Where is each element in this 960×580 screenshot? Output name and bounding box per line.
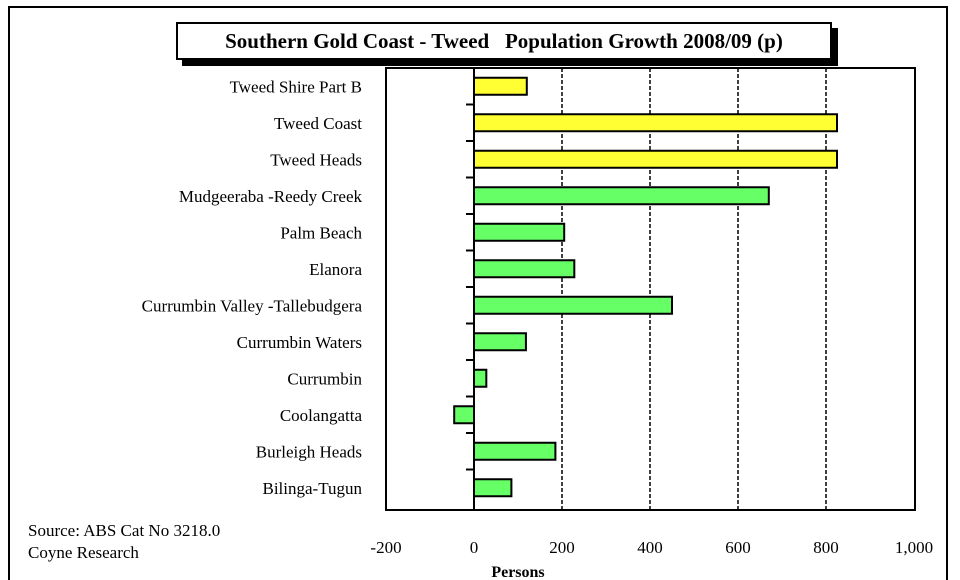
x-tick-label: 400 bbox=[637, 538, 663, 557]
category-label: Elanora bbox=[309, 260, 362, 279]
bars bbox=[453, 76, 838, 498]
bar bbox=[473, 76, 528, 96]
bar bbox=[473, 259, 576, 279]
x-tick-labels: -200 0 200 400 600 800 1,000 bbox=[370, 538, 933, 557]
bar bbox=[473, 368, 488, 388]
bar bbox=[473, 441, 557, 461]
category-label: Burleigh Heads bbox=[256, 442, 362, 461]
source-line: Source: ABS Cat No 3218.0 bbox=[28, 521, 221, 540]
category-label: Currumbin Waters bbox=[237, 333, 362, 352]
bar bbox=[473, 186, 770, 206]
category-label: Tweed Coast bbox=[274, 114, 362, 133]
x-tick-label: -200 bbox=[370, 538, 401, 557]
x-tick-label: 1,000 bbox=[895, 538, 933, 557]
grid-lines bbox=[561, 68, 827, 510]
plot-area bbox=[385, 67, 916, 511]
category-label: Bilinga-Tugun bbox=[262, 479, 362, 498]
bar bbox=[473, 295, 673, 315]
source-note: Source: ABS Cat No 3218.0 Coyne Research bbox=[28, 520, 220, 564]
zero-axis bbox=[466, 68, 475, 510]
x-tick-label: 200 bbox=[549, 538, 575, 557]
x-tick-label: 800 bbox=[813, 538, 839, 557]
credit-line: Coyne Research bbox=[28, 543, 139, 562]
category-label: Tweed Shire Part B bbox=[230, 77, 362, 96]
category-label: Mudgeeraba -Reedy Creek bbox=[179, 187, 363, 206]
category-label: Coolangatta bbox=[280, 406, 363, 425]
bar bbox=[453, 405, 476, 425]
bar bbox=[473, 332, 527, 352]
chart-title: Southern Gold Coast - Tweed Population G… bbox=[176, 22, 832, 60]
bar bbox=[473, 478, 513, 498]
bar bbox=[473, 149, 838, 169]
bar bbox=[473, 222, 566, 242]
x-tick-label: 0 bbox=[470, 538, 479, 557]
category-label: Palm Beach bbox=[280, 223, 362, 242]
category-label: Tweed Heads bbox=[270, 150, 362, 169]
x-axis-title: Persons bbox=[491, 564, 544, 580]
category-label: Currumbin Valley -Tallebudgera bbox=[142, 296, 363, 315]
category-label: Currumbin bbox=[287, 369, 362, 388]
x-tick-label: 600 bbox=[725, 538, 751, 557]
bar bbox=[473, 113, 838, 133]
category-labels: Tweed Shire Part B Tweed Coast Tweed Heads… bbox=[142, 77, 363, 498]
